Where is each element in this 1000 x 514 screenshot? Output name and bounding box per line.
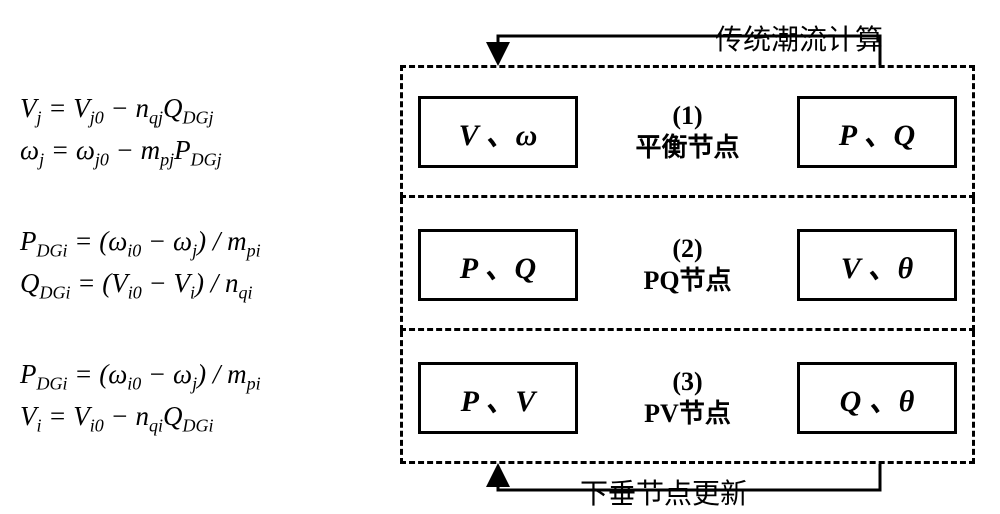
row-2: P 、Q (2) PQ节点 V 、θ xyxy=(400,198,975,331)
row2-left-box: P 、Q xyxy=(418,229,578,301)
row3-txt: PV节点 xyxy=(600,398,775,429)
diagram-root: 传统潮流计算 下垂节点更新 Vj = Vj0 − nqjQDGj ωj = ωj… xyxy=(0,0,1000,514)
eq-3b: Vi = Vi0 − nqiQDGi xyxy=(20,401,390,436)
eq-group-3: PDGi = (ωi0 − ωj) / mpi Vi = Vi0 − nqiQD… xyxy=(20,331,390,464)
row2-mid-label: (2) PQ节点 xyxy=(600,233,775,295)
row1-mid-label: (1) 平衡节点 xyxy=(600,100,775,162)
dashed-grid: V 、ω (1) 平衡节点 P 、Q P 、Q (2) PQ节点 V 、θ P … xyxy=(400,65,975,464)
row1-left-box: V 、ω xyxy=(418,96,578,168)
row2-num: (2) xyxy=(600,233,775,264)
eq-1a: Vj = Vj0 − nqjQDGj xyxy=(20,93,390,128)
eq-3a: PDGi = (ωi0 − ωj) / mpi xyxy=(20,359,390,394)
row3-num: (3) xyxy=(600,366,775,397)
row3-left-box: P 、V xyxy=(418,362,578,434)
row2-right-box: V 、θ xyxy=(797,229,957,301)
top-caption: 传统潮流计算 xyxy=(715,18,883,58)
eq-1b: ωj = ωj0 − mpjPDGj xyxy=(20,135,390,170)
eq-2a: PDGi = (ωi0 − ωj) / mpi xyxy=(20,226,390,261)
row1-txt: 平衡节点 xyxy=(600,132,775,163)
equations-column: Vj = Vj0 − nqjQDGj ωj = ωj0 − mpjPDGj PD… xyxy=(20,65,390,464)
row-1: V 、ω (1) 平衡节点 P 、Q xyxy=(400,65,975,198)
row3-mid-label: (3) PV节点 xyxy=(600,366,775,428)
eq-2b: QDGi = (Vi0 − Vi) / nqi xyxy=(20,268,390,303)
row3-right-box: Q 、θ xyxy=(797,362,957,434)
bottom-caption: 下垂节点更新 xyxy=(580,472,748,512)
row1-right-box: P 、Q xyxy=(797,96,957,168)
row1-num: (1) xyxy=(600,100,775,131)
row-3: P 、V (3) PV节点 Q 、θ xyxy=(400,331,975,464)
row2-txt: PQ节点 xyxy=(600,265,775,296)
eq-group-1: Vj = Vj0 − nqjQDGj ωj = ωj0 − mpjPDGj xyxy=(20,65,390,198)
eq-group-2: PDGi = (ωi0 − ωj) / mpi QDGi = (Vi0 − Vi… xyxy=(20,198,390,331)
